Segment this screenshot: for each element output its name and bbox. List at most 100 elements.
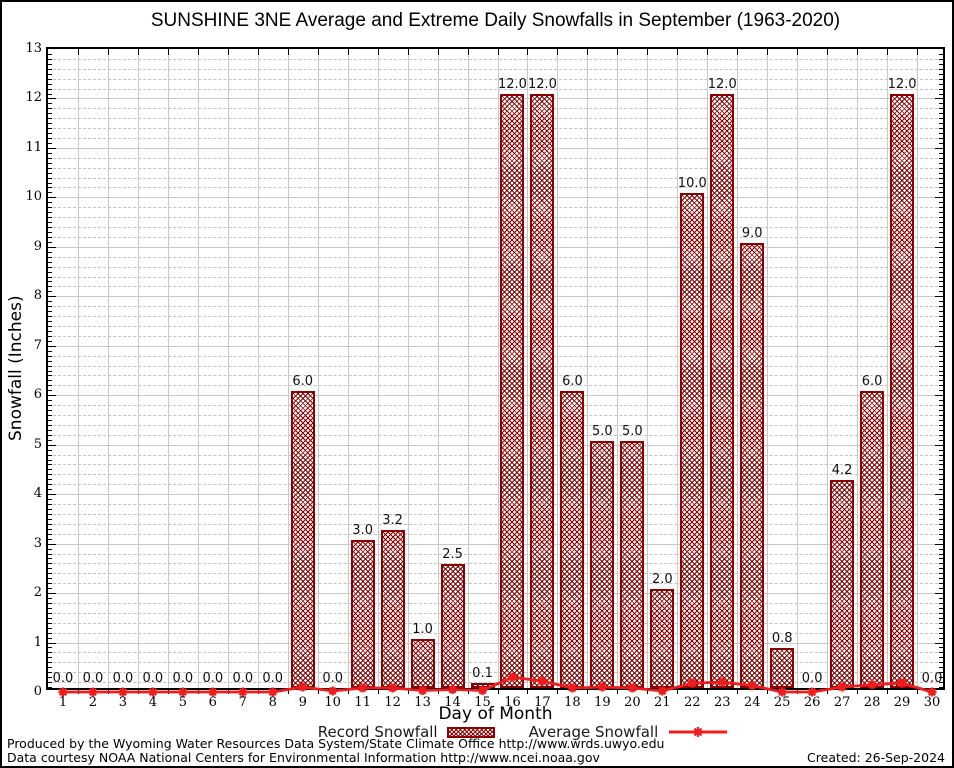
y-axis-tick <box>48 548 52 550</box>
y-axis-tick <box>939 662 943 664</box>
y-axis-tick <box>939 627 943 629</box>
y-axis-tick <box>939 429 943 431</box>
y-axis-tick <box>939 227 943 229</box>
y-axis-tick <box>48 523 52 525</box>
y-tick-label: 7 <box>33 337 42 353</box>
y-axis-tick <box>939 667 943 669</box>
average-point-marker <box>388 683 398 693</box>
gridline-minor <box>48 167 943 169</box>
x-tick-label: 4 <box>148 695 158 710</box>
x-axis-tick <box>437 689 439 694</box>
x-tick-label: 12 <box>384 695 401 710</box>
gridline-minor <box>48 563 943 565</box>
y-axis-tick <box>939 415 943 416</box>
y-axis-tick <box>935 395 943 397</box>
y-axis-tick <box>48 281 52 283</box>
footer: Produced by the Wyoming Water Resources … <box>7 737 945 765</box>
gridline-vertical <box>377 49 379 688</box>
y-axis-tick <box>939 63 943 65</box>
y-axis-tick <box>48 419 52 421</box>
x-axis-tick <box>497 49 499 55</box>
y-axis-tick <box>48 395 56 397</box>
x-axis-tick <box>707 49 709 55</box>
gridline-minor <box>48 68 943 70</box>
y-axis-tick <box>939 286 943 288</box>
x-axis-tick <box>827 49 829 55</box>
y-axis-tick <box>939 568 943 570</box>
y-axis-tick <box>939 325 943 327</box>
y-axis-tick <box>48 434 52 436</box>
x-tick-label: 16 <box>504 695 521 710</box>
record-bar-day-18 <box>560 391 585 688</box>
y-axis-tick <box>48 251 52 253</box>
y-axis-tick <box>939 172 943 174</box>
gridline-minor <box>48 138 943 140</box>
y-axis-tick <box>48 98 56 100</box>
y-axis-tick <box>939 256 943 258</box>
average-point-marker <box>927 687 937 697</box>
y-axis-tick <box>939 504 943 506</box>
y-axis-tick <box>48 311 52 313</box>
gridline-minor <box>48 523 943 525</box>
y-axis-tick <box>939 449 943 451</box>
y-axis-tick <box>48 177 52 179</box>
y-axis-tick <box>48 133 52 135</box>
average-point-marker <box>537 676 547 686</box>
y-axis-tick <box>939 340 943 342</box>
gridline-vertical <box>317 49 319 688</box>
gridline-vertical <box>167 49 169 688</box>
x-axis-tick <box>107 49 109 55</box>
x-tick-label: 15 <box>474 695 491 710</box>
gridline-minor <box>48 612 943 614</box>
y-axis-tick <box>939 321 943 323</box>
y-axis-tick <box>939 459 943 461</box>
gridline-minor <box>48 682 943 684</box>
y-axis-tick <box>48 256 52 258</box>
x-axis-tick <box>887 689 889 694</box>
x-axis-tick <box>557 49 559 55</box>
y-axis-tick <box>935 197 943 199</box>
y-axis-tick <box>939 548 943 550</box>
x-axis-tick <box>527 49 529 55</box>
gridline-vertical <box>527 49 529 688</box>
x-axis-tick <box>587 49 589 55</box>
gridline-vertical <box>587 49 589 688</box>
y-axis-tick <box>48 325 52 327</box>
y-axis-tick <box>939 558 943 560</box>
y-axis-tick <box>939 281 943 283</box>
average-point-marker <box>88 687 98 697</box>
y-axis-tick <box>48 241 52 243</box>
bar-value-label: 2.0 <box>651 572 673 588</box>
gridline-vertical <box>797 49 799 688</box>
y-axis-tick <box>48 469 52 471</box>
record-bar-day-13 <box>410 638 435 688</box>
x-tick-label: 27 <box>833 695 851 710</box>
y-axis-tick <box>48 479 52 481</box>
y-axis-tick <box>48 108 52 110</box>
y-axis-tick <box>48 217 52 219</box>
y-axis-tick <box>939 53 943 55</box>
y-axis-tick <box>939 152 943 154</box>
x-tick-label: 28 <box>863 695 881 710</box>
y-axis-tick <box>48 335 52 337</box>
gridline-vertical <box>737 49 739 688</box>
y-axis-tick <box>939 232 943 233</box>
gridline-major <box>48 543 943 545</box>
gridline-vertical <box>137 49 139 688</box>
gridline-major <box>48 345 943 347</box>
gridline-minor <box>48 454 943 456</box>
y-axis-tick <box>939 583 943 585</box>
y-axis-tick <box>48 543 56 545</box>
y-axis-tick <box>48 276 52 278</box>
y-axis-tick <box>48 563 52 565</box>
gridline-minor <box>48 108 943 110</box>
y-axis-tick <box>939 508 943 510</box>
x-axis-tick <box>857 49 859 55</box>
y-axis-tick <box>939 637 943 639</box>
y-axis-tick <box>48 113 52 115</box>
y-axis-tick <box>939 523 943 525</box>
gridline-minor <box>48 415 943 416</box>
gridline-minor <box>48 286 943 288</box>
gridline-vertical <box>887 49 889 688</box>
